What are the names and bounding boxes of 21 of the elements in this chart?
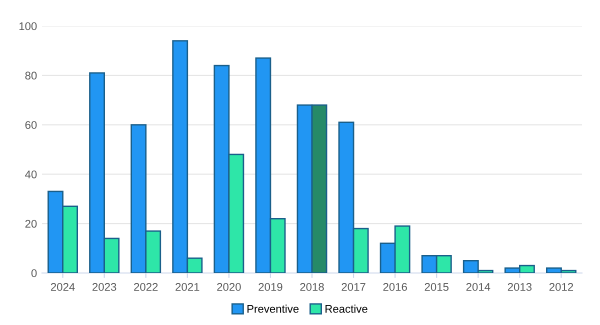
y-tick-label: 80 <box>25 72 37 80</box>
y-tick-label: 100 <box>19 22 37 30</box>
x-tick-label: 2015 <box>424 283 449 291</box>
x-tick-label: 2012 <box>549 283 574 291</box>
x-tick-label: 2016 <box>383 283 407 291</box>
x-tick-label: 2023 <box>92 283 116 291</box>
x-tick-label: 2021 <box>176 283 200 291</box>
x-tick-label: 2019 <box>258 283 282 291</box>
x-tick-label: 2020 <box>217 283 241 291</box>
y-tick-label: 0 <box>31 269 37 278</box>
x-tick-label: 2014 <box>466 283 490 291</box>
y-tick-label: 60 <box>25 121 37 129</box>
x-tick-label: 2013 <box>508 283 532 291</box>
y-tick-label: 20 <box>25 220 37 228</box>
x-tick-label: 2018 <box>300 283 324 291</box>
legend-label: Preventive <box>247 304 299 313</box>
x-tick-label: 2017 <box>342 283 366 291</box>
y-tick-label: 40 <box>25 170 37 178</box>
x-tick-label: 2024 <box>50 283 75 291</box>
legend-label: Reactive <box>326 304 368 313</box>
x-tick-label: 2022 <box>134 283 158 291</box>
